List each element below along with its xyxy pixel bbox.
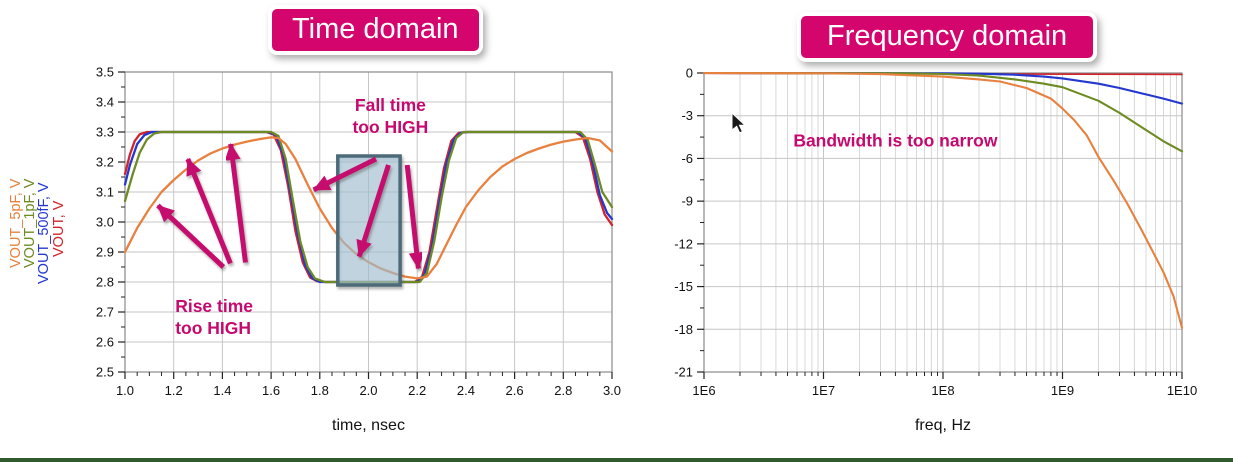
y-axis-tick-label: -6 xyxy=(681,151,693,166)
x-axis-title: freq, Hz xyxy=(915,417,971,434)
annotation-label: too HIGH xyxy=(175,318,251,338)
annotation-arrow xyxy=(156,203,226,269)
y-axis-tick-label: 2.6 xyxy=(96,335,114,350)
y-axis-tick-label: 3.3 xyxy=(96,125,114,140)
legend-label: VOUT_5pF, V xyxy=(8,178,24,268)
y-axis-tick-label: -12 xyxy=(674,236,693,251)
x-axis-tick-label: 3.0 xyxy=(603,383,621,398)
x-axis-tick-label: 1E9 xyxy=(1051,383,1074,398)
frequency-domain-title: Frequency domain xyxy=(797,12,1098,62)
x-axis-tick-label: 1E10 xyxy=(1167,383,1197,398)
y-axis-tick-label: -9 xyxy=(681,194,693,209)
series-vout_1pf-v xyxy=(123,130,614,284)
y-axis-tick-label: 2.7 xyxy=(96,305,114,320)
x-axis-tick-label: 2.6 xyxy=(506,383,524,398)
x-axis-tick-label: 1.2 xyxy=(165,383,183,398)
annotation-arrow xyxy=(312,156,378,193)
y-axis-tick-label: -21 xyxy=(674,365,693,380)
x-axis-tick-label: 1.6 xyxy=(262,383,280,398)
time-domain-title: Time domain xyxy=(268,5,483,55)
x-axis-title: time, nsec xyxy=(332,417,405,434)
legend-label: VOUT_1pF, V xyxy=(22,178,38,268)
y-axis-tick-label: 0 xyxy=(686,66,693,81)
y-axis-tick-label: 2.8 xyxy=(96,275,114,290)
y-axis-tick-label: 3.0 xyxy=(96,215,114,230)
x-axis-tick-label: 2.4 xyxy=(457,383,475,398)
annotation-arrow xyxy=(185,158,233,265)
annotation-label: too HIGH xyxy=(352,117,428,137)
freq-domain-chart: -21 -18 -15 -12 -9 -6 -3 0 1E6 1E7 1E8 1E9 1E10 freq,… xyxy=(674,66,1197,435)
x-axis-tick-label: 1E7 xyxy=(812,383,835,398)
mouse-cursor-icon xyxy=(731,111,747,134)
annotation-arrow xyxy=(224,143,248,263)
series-vout_1pf-v xyxy=(702,71,1184,153)
series-vout_500ff-v xyxy=(702,71,1184,105)
y-axis-tick-label: 3.4 xyxy=(96,95,114,110)
x-axis-tick-label: 1E8 xyxy=(931,383,954,398)
x-axis-tick-label: 2.2 xyxy=(408,383,426,398)
x-axis-tick-label: 1E6 xyxy=(692,383,715,398)
y-axis-tick-label: 2.5 xyxy=(96,365,114,380)
annotation-arrow xyxy=(356,164,391,258)
legend-label: VOUT, V xyxy=(51,200,67,257)
y-axis-tick-label: -15 xyxy=(674,279,693,294)
footer-divider xyxy=(0,458,1233,462)
y-axis-tick-label: 3.1 xyxy=(96,185,114,200)
annotation-label: Rise time xyxy=(175,296,253,316)
x-axis-tick-label: 1.8 xyxy=(311,383,329,398)
annotation-label: Bandwidth is too narrow xyxy=(793,131,998,151)
time-domain-chart: 2.5 2.6 2.7 2.8 2.9 3.0 3.1 3.2 3.3 3.4 3.5 1.0 1.2 1… xyxy=(8,65,621,435)
y-axis-tick-label: -18 xyxy=(674,322,693,337)
x-axis-tick-label: 1.4 xyxy=(213,383,231,398)
series-vout_5pf-v xyxy=(702,71,1184,329)
x-axis-tick-label: 1.0 xyxy=(116,383,134,398)
y-axis-tick-label: 3.5 xyxy=(96,65,114,80)
x-axis-tick-label: 2.8 xyxy=(554,383,572,398)
y-axis-tick-label: 2.9 xyxy=(96,245,114,260)
annotation-arrow xyxy=(404,164,425,270)
x-axis-tick-label: 2.0 xyxy=(359,383,377,398)
y-axis-tick-label: -3 xyxy=(681,108,693,123)
y-axis-tick-label: 3.2 xyxy=(96,155,114,170)
legend-label: VOUT_500fF, V xyxy=(36,182,52,284)
annotation-label: Fall time xyxy=(355,95,426,115)
